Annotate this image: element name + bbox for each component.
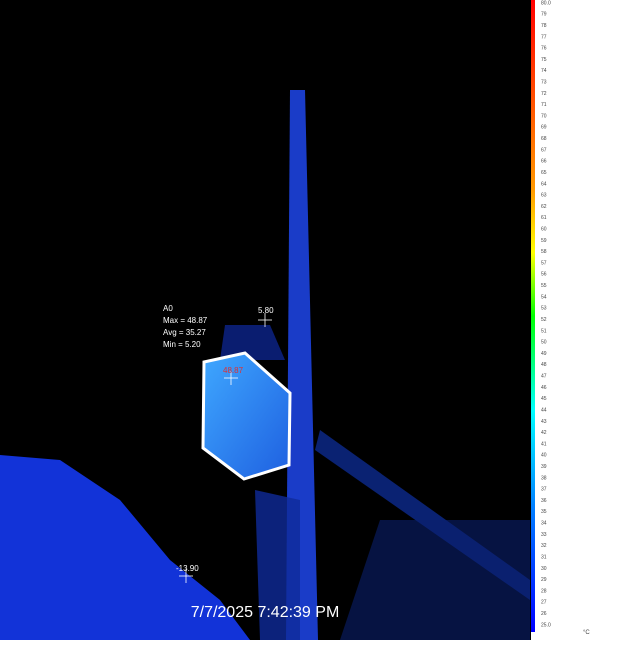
scale-label: 65: [541, 170, 547, 176]
scale-label: 48: [541, 362, 547, 368]
scale-label: 80.0: [541, 0, 551, 6]
scale-label: 76: [541, 46, 547, 52]
scale-label: 56: [541, 272, 547, 278]
scale-label: 70: [541, 113, 547, 119]
area-min: Min = 5.20: [163, 340, 201, 349]
spot-label: 5.80: [258, 306, 274, 315]
scale-label: 54: [541, 294, 547, 300]
area-avg: Avg = 35.27: [163, 328, 206, 337]
scale-label: 62: [541, 204, 547, 210]
cold-spot-label: -13.90: [176, 564, 199, 573]
scale-label: 31: [541, 554, 547, 560]
scale-label: 47: [541, 374, 547, 380]
scale-label: 38: [541, 475, 547, 481]
scale-label: 50: [541, 340, 547, 346]
color-scale: [531, 0, 535, 632]
scale-label: 61: [541, 215, 547, 221]
scale-label: 78: [541, 23, 547, 29]
scale-label: 43: [541, 419, 547, 425]
scale-label: 35: [541, 509, 547, 515]
area-stats: A0 Max = 48.87 Avg = 35.27 Min = 5.20: [163, 304, 208, 349]
scale-label: 46: [541, 385, 547, 391]
scale-label: 44: [541, 407, 547, 413]
scale-label: 74: [541, 68, 547, 74]
scale-label: 68: [541, 136, 547, 142]
scale-label: 29: [541, 577, 547, 583]
scale-label: 52: [541, 317, 547, 323]
scale-label: 55: [541, 283, 547, 289]
scale-labels: 80.0 79 78 77 76 75 74 73 72 71 70 69 68 67 66 65 64 63 62…: [541, 0, 551, 628]
scale-label: 71: [541, 102, 547, 108]
scale-label: 72: [541, 91, 547, 97]
scale-label: 75: [541, 57, 547, 63]
hot-spot-label: 48.87: [223, 366, 244, 375]
scale-label: 57: [541, 260, 547, 266]
scale-label: 66: [541, 159, 547, 165]
scale-label: 37: [541, 487, 547, 493]
scale-label: 69: [541, 125, 547, 131]
scene: [0, 90, 530, 640]
scale-unit: °C: [583, 630, 590, 636]
area-max: Max = 48.87: [163, 316, 208, 325]
area-a0: [201, 351, 292, 481]
scale-label: 41: [541, 441, 547, 447]
scale-label: 67: [541, 147, 547, 153]
scale-label: 36: [541, 498, 547, 504]
scale-label: 45: [541, 396, 547, 402]
timestamp: 7/7/2025 7:42:39 PM: [191, 604, 340, 621]
scale-label: 73: [541, 79, 547, 85]
area-name: A0: [163, 304, 173, 313]
scale-label: 59: [541, 238, 547, 244]
scale-label: 79: [541, 12, 547, 18]
scale-label: 58: [541, 249, 547, 255]
scale-label: 34: [541, 521, 547, 527]
scale-label: 30: [541, 566, 547, 572]
scale-label: 40: [541, 453, 547, 459]
scale-label: 26: [541, 611, 547, 617]
scale-label: 51: [541, 328, 547, 334]
scale-label: 64: [541, 181, 547, 187]
scale-label: 49: [541, 351, 547, 357]
crosshairs: [179, 313, 272, 583]
scale-label: 60: [541, 227, 547, 233]
scale-label: 63: [541, 193, 547, 199]
scale-label: 32: [541, 543, 547, 549]
scale-label: 39: [541, 464, 547, 470]
scale-label: 33: [541, 532, 547, 538]
scale-label: 28: [541, 588, 547, 594]
scale-label: 77: [541, 34, 547, 40]
scale-label: 25.0: [541, 622, 551, 628]
scale-label: 53: [541, 306, 547, 312]
scale-label: 27: [541, 600, 547, 606]
scale-label: 42: [541, 430, 547, 436]
